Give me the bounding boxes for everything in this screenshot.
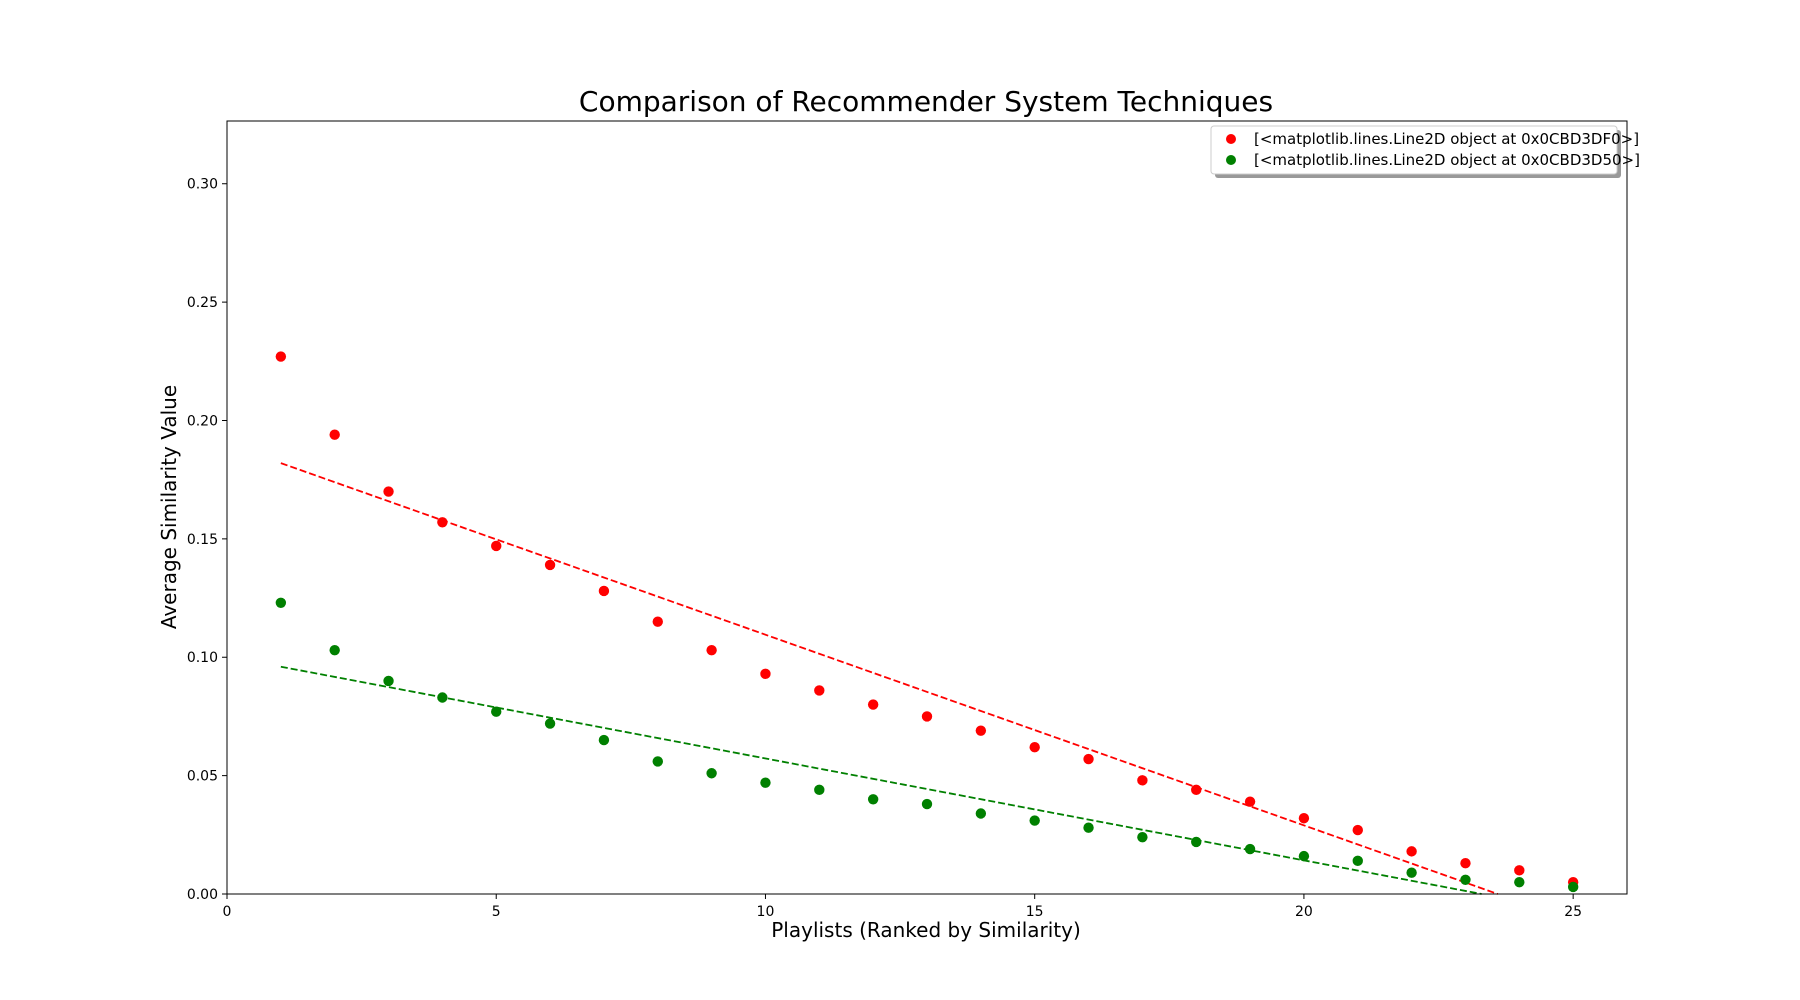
data-point-red [275, 351, 287, 362]
legend-marker-red [1226, 134, 1236, 144]
data-point-green [1298, 850, 1310, 862]
data-point-red [814, 685, 825, 696]
legend-label-red: [<matplotlib.lines.Line2D object at 0x0C… [1254, 130, 1639, 148]
data-point-red [867, 699, 879, 710]
data-point-red [921, 711, 933, 722]
data-point-red [1137, 775, 1148, 786]
data-point-red [1244, 796, 1256, 807]
y-tick-label: 0.15 [187, 532, 218, 548]
chart-title: Comparison of Recommender System Techniq… [579, 85, 1273, 118]
data-point-green [437, 692, 448, 703]
data-point-red [1352, 824, 1363, 836]
data-point-green [1406, 867, 1417, 878]
data-point-green [652, 756, 663, 767]
data-point-green [544, 718, 556, 729]
y-axis-label: Average Similarity Value [157, 385, 181, 629]
data-point-green [1352, 855, 1363, 867]
x-tick-label: 5 [492, 904, 501, 920]
x-axis-label: Playlists (Ranked by Similarity) [771, 918, 1081, 942]
data-point-green [814, 784, 825, 796]
data-point-green [1191, 836, 1202, 848]
data-point-green [921, 798, 933, 810]
data-point-green [383, 675, 394, 687]
y-tick-label: 0.30 [187, 177, 218, 193]
data-point-green [1514, 876, 1525, 888]
data-point-green [1029, 815, 1040, 826]
x-tick-label: 10 [757, 904, 775, 920]
data-point-red [652, 616, 663, 627]
data-point-red [383, 486, 394, 497]
x-tick-label: 15 [1026, 904, 1044, 920]
data-point-red [706, 644, 717, 656]
data-point-red [1460, 858, 1471, 869]
data-point-green [1460, 874, 1471, 885]
data-point-red [1029, 742, 1040, 753]
data-point-green [760, 777, 771, 788]
y-tick-label: 0.00 [187, 887, 218, 903]
legend: [<matplotlib.lines.Line2D object at 0x0C… [1210, 125, 1640, 178]
data-point-green [275, 597, 287, 608]
x-tick-label: 0 [223, 904, 232, 920]
legend-marker-green [1226, 155, 1236, 165]
data-point-red [437, 517, 448, 528]
y-tick-label: 0.25 [187, 295, 218, 311]
data-point-red [1406, 846, 1417, 857]
data-point-red [760, 668, 771, 680]
data-point-green [491, 706, 502, 717]
data-point-green [329, 644, 340, 656]
data-point-green [1137, 831, 1148, 843]
data-point-green [706, 768, 717, 779]
data-point-red [491, 540, 502, 552]
data-point-red [1191, 784, 1202, 796]
data-point-red [1298, 813, 1310, 824]
data-point-green [1567, 881, 1579, 893]
data-point-red [329, 429, 340, 440]
trendline-red [280, 462, 1499, 895]
plot-area [275, 351, 1579, 895]
data-point-red [1083, 753, 1094, 765]
x-axis: 0 5 10 15 20 25 [223, 894, 1582, 920]
data-point-green [1244, 843, 1256, 855]
legend-label-green: [<matplotlib.lines.Line2D object at 0x0C… [1254, 151, 1640, 169]
data-point-red [1514, 865, 1525, 876]
data-point-green [1083, 822, 1094, 833]
x-tick-label: 20 [1295, 904, 1313, 920]
data-point-green [598, 734, 610, 746]
y-tick-label: 0.05 [187, 769, 218, 785]
y-tick-label: 0.10 [187, 650, 218, 666]
data-point-green [867, 794, 879, 805]
y-tick-label: 0.20 [187, 413, 218, 429]
legend-box [1210, 125, 1618, 175]
x-tick-label: 25 [1564, 904, 1582, 920]
y-axis: 0.00 0.05 0.10 0.15 0.20 0.25 0.30 [187, 177, 227, 903]
data-point-red [598, 585, 610, 597]
data-point-red [975, 725, 987, 736]
plot-frame [226, 120, 1628, 895]
trendline-green [280, 665, 1482, 895]
data-point-red [544, 559, 556, 571]
data-point-green [975, 808, 987, 819]
